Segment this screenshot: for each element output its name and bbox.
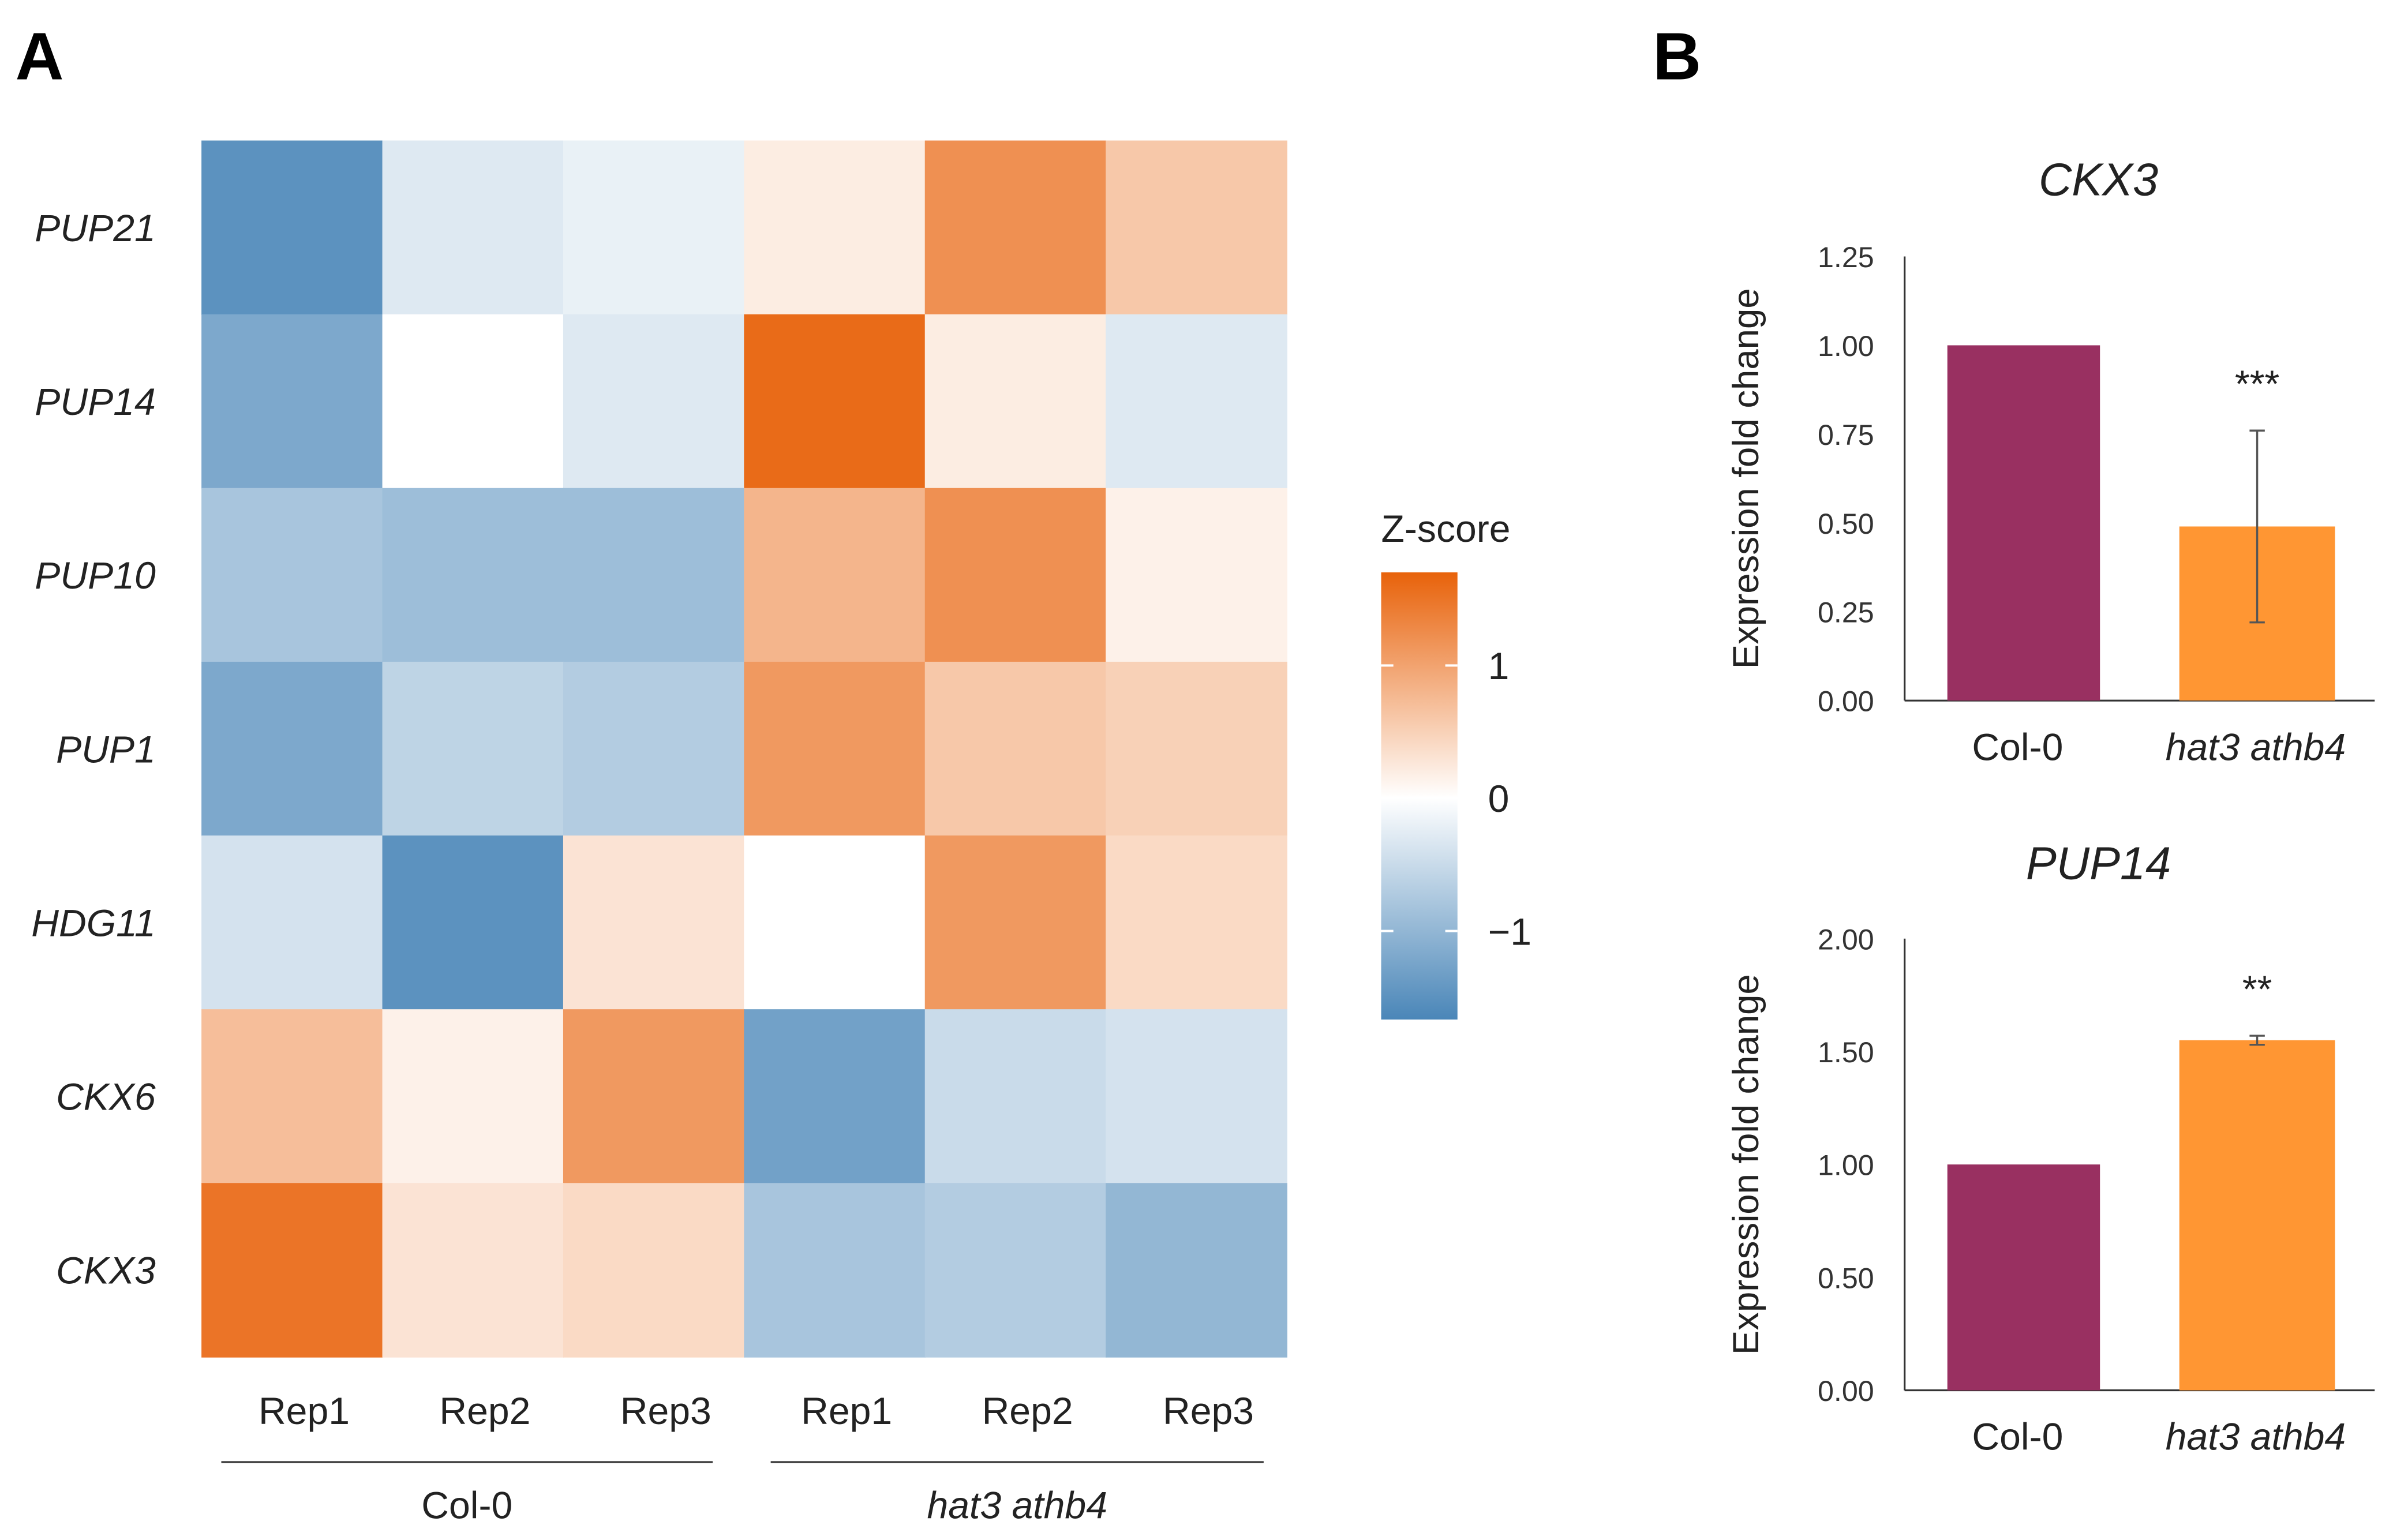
heatmap-cell [1106, 488, 1287, 663]
heatmap-cell [1106, 314, 1287, 489]
column-label: Rep3 [620, 1390, 711, 1433]
heatmap-cell [382, 835, 564, 1010]
y-axis-label: Expression fold change [1726, 288, 1766, 669]
row-label: PUP10 [35, 554, 156, 597]
heatmap-cell [563, 835, 745, 1010]
heatmap-cell [744, 835, 926, 1010]
significance-marker: *** [2235, 363, 2279, 406]
x-tick-label: hat3 athb4 [2166, 726, 2346, 769]
heatmap-cell [924, 835, 1107, 1010]
heatmap-cell [201, 661, 383, 837]
heatmap-cell [201, 835, 383, 1010]
y-tick-label: 1.00 [1818, 330, 1874, 362]
colorbar-legend: Z-score 1 0 −1 [1381, 508, 1531, 1020]
heatmap-cell [382, 1009, 564, 1184]
heatmap-cell [1106, 661, 1287, 837]
heatmap-cell [563, 661, 745, 837]
heatmap-cell [201, 314, 383, 489]
row-label: PUP21 [35, 207, 155, 250]
x-tick-label: Col-0 [1972, 726, 2063, 769]
y-tick-label: 1.00 [1818, 1149, 1874, 1182]
y-tick-label: 1.50 [1818, 1036, 1874, 1069]
x-tick-label: Col-0 [1972, 1416, 2063, 1459]
heatmap-cell [1106, 1009, 1287, 1184]
heatmap-cell [563, 140, 745, 315]
heatmap-cell [563, 1009, 745, 1184]
significance-marker: ** [2242, 968, 2272, 1011]
heatmap: PUP21 PUP14 PUP10 PUP1 HDG11 CKX6 CKX3 Rep1 Rep2… [31, 140, 1287, 1527]
group-label: Col-0 [421, 1485, 512, 1527]
heatmap-cell [382, 1183, 564, 1358]
panel-label-b: B [1653, 19, 1701, 94]
heatmap-cell [744, 661, 926, 837]
heatmap-cell [382, 314, 564, 489]
heatmap-cell [563, 314, 745, 489]
panel-label-a: A [15, 19, 63, 94]
column-label: Rep1 [801, 1390, 892, 1433]
bar [1947, 345, 2100, 701]
colorbar-tick-label: 0 [1488, 778, 1510, 820]
colorbar-tick-label: −1 [1488, 910, 1531, 953]
y-tick-label: 0.75 [1818, 419, 1874, 451]
heatmap-cell [201, 1009, 383, 1184]
heatmap-cell [744, 1009, 926, 1184]
heatmap-cell [744, 314, 926, 489]
y-tick-label: 0.50 [1818, 508, 1874, 540]
bar-chart-ckx3: CKX3 Expression fold change 0.00 0.25 0.50 0.… [1726, 154, 2375, 769]
heatmap-cell [1106, 1183, 1287, 1358]
heatmap-cell [201, 488, 383, 663]
heatmap-cell [1106, 835, 1287, 1010]
heatmap-cell [563, 488, 745, 663]
row-label: CKX3 [56, 1250, 156, 1292]
heatmap-cell [924, 140, 1107, 315]
heatmap-cell [924, 488, 1107, 663]
chart-title: PUP14 [2026, 838, 2171, 889]
heatmap-cell [924, 661, 1107, 837]
y-tick-label: 0.00 [1818, 1375, 1874, 1407]
x-tick-label: hat3 athb4 [2166, 1416, 2346, 1459]
column-label: Rep2 [982, 1390, 1073, 1433]
legend-title: Z-score [1381, 508, 1511, 550]
heatmap-cell [924, 314, 1107, 489]
heatmap-cell [924, 1183, 1107, 1358]
bar-chart-pup14: PUP14 Expression fold change 0.00 0.50 1.00 1… [1726, 838, 2375, 1459]
y-tick-label: 1.25 [1818, 241, 1874, 273]
colorbar [1381, 572, 1458, 1020]
heatmap-cell [563, 1183, 745, 1358]
column-label: Rep1 [259, 1390, 350, 1433]
column-label: Rep3 [1163, 1390, 1254, 1433]
heatmap-cell [201, 140, 383, 315]
heatmap-cell [744, 488, 926, 663]
heatmap-cell [744, 140, 926, 315]
heatmap-cell [201, 1183, 383, 1358]
y-axis-label: Expression fold change [1726, 974, 1766, 1355]
heatmap-cell [1106, 140, 1287, 315]
row-label: PUP1 [56, 728, 156, 771]
row-label: PUP14 [35, 381, 155, 424]
y-tick-label: 2.00 [1818, 923, 1874, 956]
heatmap-cell [382, 661, 564, 837]
column-label: Rep2 [439, 1390, 530, 1433]
bar [1947, 1164, 2100, 1391]
y-tick-label: 0.00 [1818, 685, 1874, 718]
colorbar-tick-label: 1 [1488, 645, 1510, 688]
row-label: HDG11 [31, 902, 156, 945]
heatmap-cell [382, 140, 564, 315]
bar [2179, 1040, 2335, 1391]
group-label: hat3 athb4 [927, 1485, 1107, 1527]
heatmap-cell [924, 1009, 1107, 1184]
y-tick-label: 0.50 [1818, 1262, 1874, 1294]
y-tick-label: 0.25 [1818, 597, 1874, 629]
heatmap-cell [382, 488, 564, 663]
row-label: CKX6 [56, 1076, 156, 1119]
chart-title: CKX3 [2039, 154, 2158, 205]
heatmap-cell [744, 1183, 926, 1358]
